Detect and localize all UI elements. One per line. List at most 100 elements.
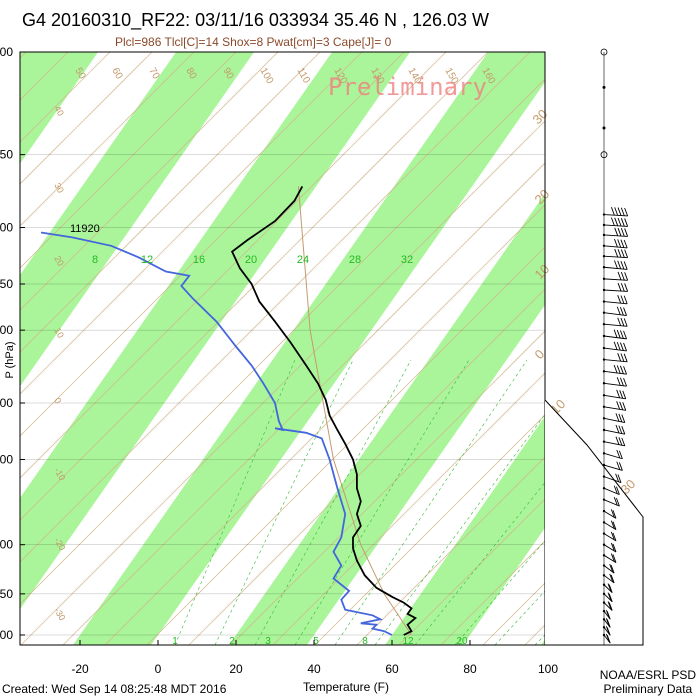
sounding-curves xyxy=(40,185,417,636)
wind-barb-feather xyxy=(623,342,627,352)
wind-barb-staff xyxy=(603,245,628,249)
wind-barb-feather xyxy=(617,260,622,269)
wind-barb-feather xyxy=(617,227,622,237)
wind-barb-base xyxy=(602,244,606,248)
y-tick-label: 400 xyxy=(0,396,13,410)
isotherm-band xyxy=(20,52,255,387)
mixing-ratio-upper-label: 28 xyxy=(349,254,361,266)
wind-barb-staff xyxy=(603,347,627,352)
dry-adiabat xyxy=(20,52,153,185)
wind-barb-feather xyxy=(623,261,628,270)
wind-barb-feather xyxy=(622,390,627,399)
wind-dot xyxy=(602,126,606,130)
wind-barb-feather xyxy=(619,365,624,374)
wind-barb-base xyxy=(602,382,606,385)
adiabat-label: 60 xyxy=(109,66,124,82)
dry-adiabat xyxy=(230,330,545,645)
mixing-ratio-label: 5 xyxy=(313,636,319,647)
wind-barb-feather xyxy=(618,437,623,446)
wind-barb-base xyxy=(602,601,606,604)
wind-barb-feather xyxy=(618,425,623,434)
wind-barb-feather xyxy=(610,520,615,529)
wind-barb-base xyxy=(602,223,606,227)
wind-barb-base xyxy=(602,233,606,237)
wind-barb-base xyxy=(602,370,606,373)
wind-barb-feather xyxy=(613,329,618,338)
wind-barb-feather xyxy=(619,330,624,339)
wind-barb-feather xyxy=(616,389,621,399)
wind-barb-staff xyxy=(603,266,628,270)
wind-barb-staff xyxy=(603,441,625,447)
wind-barb-feather xyxy=(607,601,612,610)
wind-barb-base xyxy=(602,574,606,577)
wind-barb-feather xyxy=(624,228,629,237)
calm-wind-marker xyxy=(600,151,608,159)
wind-barb-staff xyxy=(603,417,625,423)
wind-barb-feather xyxy=(617,353,622,362)
wind-barb-feather xyxy=(616,486,620,495)
wind-barb-feather xyxy=(617,317,622,326)
isotherm-band xyxy=(541,639,545,645)
x-tick-label: 80 xyxy=(463,662,477,676)
dry-adiabat xyxy=(20,52,489,521)
adiabat-label: 90 xyxy=(220,66,235,82)
wind-barb-feather xyxy=(624,207,629,217)
y-tick-label: 150 xyxy=(0,148,13,162)
mixing-ratio-line xyxy=(294,359,470,645)
dry-adiabat xyxy=(20,52,363,395)
wind-barb-feather xyxy=(620,353,625,362)
wind-barb-feather xyxy=(617,239,622,248)
mixing-ratio-upper-label: 24 xyxy=(297,254,309,266)
credit-note: Preliminary Data xyxy=(603,682,693,696)
wind-barb-base xyxy=(602,266,606,269)
wind-barb-feather xyxy=(608,593,613,602)
wind-barb-base xyxy=(602,532,606,535)
wind-barb-base xyxy=(602,394,606,397)
wind-barb-staff xyxy=(603,301,628,305)
x-tick-label: 0 xyxy=(155,662,162,676)
barb-panel xyxy=(544,52,644,646)
x-tick-label: 60 xyxy=(385,662,399,676)
wind-barb-feather xyxy=(618,413,623,423)
wind-barb-staff xyxy=(603,323,628,327)
wind-barb-feather xyxy=(621,426,626,435)
wind-barb-feather xyxy=(610,531,615,541)
wind-barb-feather xyxy=(616,497,620,507)
dry-adiabat xyxy=(20,52,279,311)
dry-adiabat xyxy=(20,52,111,143)
wind-barb-feather xyxy=(616,377,621,386)
wind-barb-feather xyxy=(617,217,622,227)
y-tick-label: 700 xyxy=(0,538,13,552)
wind-barb-column xyxy=(544,48,644,646)
wind-barb-feather xyxy=(621,437,626,447)
mixing-ratio-upper-label: 8 xyxy=(92,254,98,266)
dry-adiabat xyxy=(20,52,405,437)
adiabat-label: 110 xyxy=(294,66,312,86)
wind-barb-base xyxy=(602,564,606,567)
mixing-ratio-upper-label: 12 xyxy=(141,254,153,266)
wind-barb-feather xyxy=(619,390,624,399)
wind-barb-feather xyxy=(623,239,628,249)
adiabat-label-left: 0 xyxy=(52,396,63,405)
wind-barb-feather xyxy=(623,330,627,340)
mixing-ratio-label: 1 xyxy=(172,636,178,647)
wind-barb-feather xyxy=(614,227,619,236)
wind-barb-feather xyxy=(616,365,621,374)
wind-barb-feather xyxy=(620,295,625,304)
wind-barb-feather xyxy=(610,574,615,584)
wind-barb-feather xyxy=(619,307,624,316)
isotherm-label: 20 xyxy=(532,186,553,207)
wind-barb-feather xyxy=(614,260,618,269)
wind-barb-feather xyxy=(610,553,615,562)
mixing-ratio-label: 12 xyxy=(402,636,414,647)
wind-barb-base xyxy=(602,311,606,314)
wind-barb-feather xyxy=(620,260,625,270)
wind-barb-staff xyxy=(603,214,628,217)
wind-barb-base xyxy=(602,618,606,621)
calm-wind-marker xyxy=(600,48,608,56)
wind-barb-feather xyxy=(605,633,610,643)
wind-barb-feather xyxy=(614,217,619,226)
wind-barb-feather xyxy=(612,510,617,519)
wind-barb-feather xyxy=(621,414,626,423)
wind-barb-feather xyxy=(619,401,624,410)
